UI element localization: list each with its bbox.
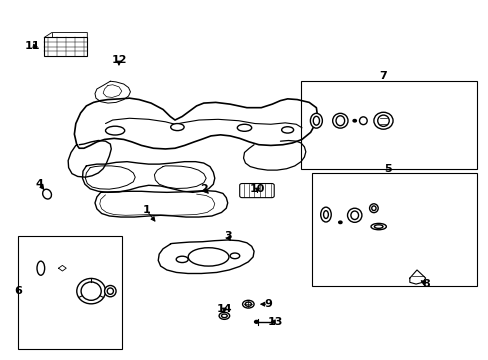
Ellipse shape — [242, 300, 254, 308]
Text: 1: 1 — [142, 205, 150, 215]
Ellipse shape — [310, 113, 322, 128]
Ellipse shape — [373, 112, 392, 129]
Text: 14: 14 — [216, 304, 232, 314]
Ellipse shape — [176, 256, 188, 262]
Ellipse shape — [332, 113, 347, 128]
Ellipse shape — [107, 288, 113, 294]
Ellipse shape — [320, 207, 330, 222]
Ellipse shape — [221, 314, 227, 318]
Text: 5: 5 — [384, 165, 391, 174]
Ellipse shape — [230, 253, 239, 259]
Text: 8: 8 — [422, 279, 429, 289]
Text: 11: 11 — [25, 41, 41, 51]
Ellipse shape — [42, 189, 51, 199]
Ellipse shape — [369, 204, 377, 213]
Ellipse shape — [335, 116, 344, 126]
Text: 6: 6 — [14, 286, 22, 296]
Ellipse shape — [350, 211, 358, 220]
Ellipse shape — [338, 221, 341, 224]
Ellipse shape — [352, 120, 356, 122]
Ellipse shape — [105, 126, 124, 135]
Ellipse shape — [219, 312, 229, 319]
Ellipse shape — [170, 123, 184, 131]
Ellipse shape — [370, 224, 386, 230]
Ellipse shape — [244, 302, 251, 306]
Text: 7: 7 — [379, 71, 386, 81]
Ellipse shape — [371, 206, 375, 211]
Ellipse shape — [254, 320, 258, 323]
Ellipse shape — [323, 211, 328, 219]
Ellipse shape — [188, 248, 228, 266]
Text: 4: 4 — [36, 179, 43, 189]
Ellipse shape — [281, 127, 293, 133]
Ellipse shape — [104, 285, 116, 297]
FancyBboxPatch shape — [239, 184, 274, 198]
Bar — [18, 237, 122, 348]
Text: 2: 2 — [200, 184, 207, 194]
Ellipse shape — [377, 115, 388, 126]
Ellipse shape — [347, 208, 361, 222]
Ellipse shape — [77, 278, 105, 304]
Bar — [311, 173, 476, 286]
Text: 9: 9 — [264, 299, 272, 309]
Bar — [301, 81, 476, 170]
Ellipse shape — [313, 116, 319, 125]
Text: 3: 3 — [224, 231, 231, 242]
Ellipse shape — [81, 282, 101, 300]
Text: 12: 12 — [111, 55, 126, 65]
Ellipse shape — [374, 225, 382, 228]
Text: 13: 13 — [267, 317, 283, 327]
Text: 10: 10 — [249, 184, 264, 194]
Ellipse shape — [37, 261, 44, 275]
Bar — [44, 37, 87, 56]
Ellipse shape — [237, 124, 251, 131]
Ellipse shape — [359, 117, 366, 125]
